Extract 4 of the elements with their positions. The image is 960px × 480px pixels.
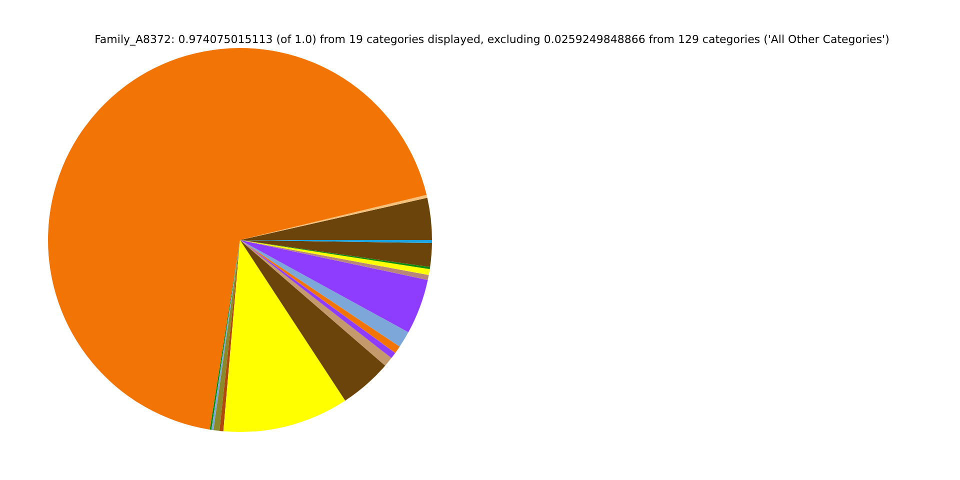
pie-slice (223, 240, 346, 432)
pie-slice (48, 48, 427, 430)
pie-slice (219, 240, 240, 432)
text: Family_A8372: 0.974075015113 (of 1.0) from 19 categories displayed, excluding 0.0259249848866 from 129 categories ('All Other Categories') (94, 33, 890, 46)
